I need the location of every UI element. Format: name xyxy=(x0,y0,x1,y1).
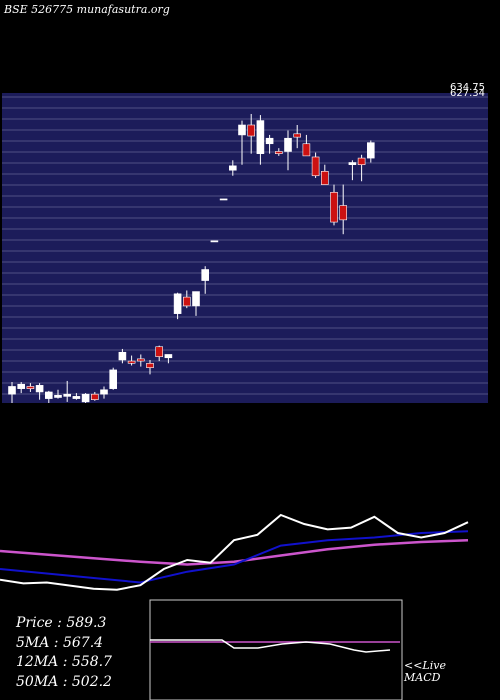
price-gridlines xyxy=(2,96,488,395)
y-label-second: 627.34 xyxy=(450,88,485,99)
macd-label-live: <<Live xyxy=(404,659,446,672)
candle-body xyxy=(247,124,255,137)
candle-body xyxy=(229,165,237,171)
candle-body xyxy=(201,269,209,281)
candle-body xyxy=(127,360,136,364)
candle-body xyxy=(109,369,117,389)
candle-body xyxy=(210,240,219,243)
candle-body xyxy=(256,120,265,154)
moving-average-lines xyxy=(0,513,469,591)
candle-body xyxy=(183,296,191,307)
candle-body xyxy=(284,137,292,152)
y-label-top: 634.75 xyxy=(450,82,485,93)
candle-body xyxy=(357,157,366,166)
candle-body xyxy=(339,205,348,221)
y-axis-labels: 634.75 627.34 xyxy=(450,82,485,99)
candle-body xyxy=(155,346,163,357)
candle-body xyxy=(219,198,228,201)
candle-body xyxy=(72,396,81,399)
candle-body xyxy=(348,162,357,166)
candle-body xyxy=(100,389,108,395)
candle-body xyxy=(44,391,53,399)
candle-body xyxy=(173,293,182,314)
ma12-stat: 12MA : 558.7 xyxy=(16,654,112,670)
candle-body xyxy=(54,394,62,398)
candle-body xyxy=(137,358,145,362)
candle-body xyxy=(330,191,338,223)
chart-title: BSE 526775 munafasutra.org xyxy=(4,3,170,16)
ma50-stat: 50MA : 502.2 xyxy=(16,673,112,690)
candle-body xyxy=(302,143,311,157)
price-stat: Price : 589.3 xyxy=(16,615,107,631)
stats-block: Price : 589.3 5MA : 567.4 12MA : 558.7 5… xyxy=(16,614,112,692)
candles xyxy=(8,113,375,403)
candle-body xyxy=(81,393,90,403)
candle-body xyxy=(35,385,44,393)
macd-lines xyxy=(150,639,400,653)
ma-fast-line xyxy=(0,513,469,591)
price-panel xyxy=(2,93,488,403)
candle-body xyxy=(293,133,302,138)
macd-label-macd: MACD xyxy=(404,671,441,684)
candle-body xyxy=(192,291,200,307)
candle-body xyxy=(26,386,35,389)
ma-mid-line xyxy=(0,530,469,584)
candle-body xyxy=(311,156,320,177)
candle-body xyxy=(146,362,154,368)
candle-body xyxy=(238,124,246,136)
macd-line xyxy=(150,639,391,653)
candle-body xyxy=(118,351,127,361)
macd-box xyxy=(149,599,403,700)
candle-body xyxy=(17,383,26,389)
ma5-stat: 5MA : 567.4 xyxy=(16,634,104,651)
candle-body xyxy=(164,354,173,359)
candle-body xyxy=(320,171,329,185)
candle-body xyxy=(63,393,72,397)
candle-body xyxy=(91,393,99,400)
ma-slow-line xyxy=(0,538,469,566)
candle-body xyxy=(8,386,16,395)
macd-label: <<Live MACD xyxy=(404,660,446,684)
candle-body xyxy=(366,142,375,159)
candle-body xyxy=(265,137,274,145)
candle-body xyxy=(274,151,283,154)
